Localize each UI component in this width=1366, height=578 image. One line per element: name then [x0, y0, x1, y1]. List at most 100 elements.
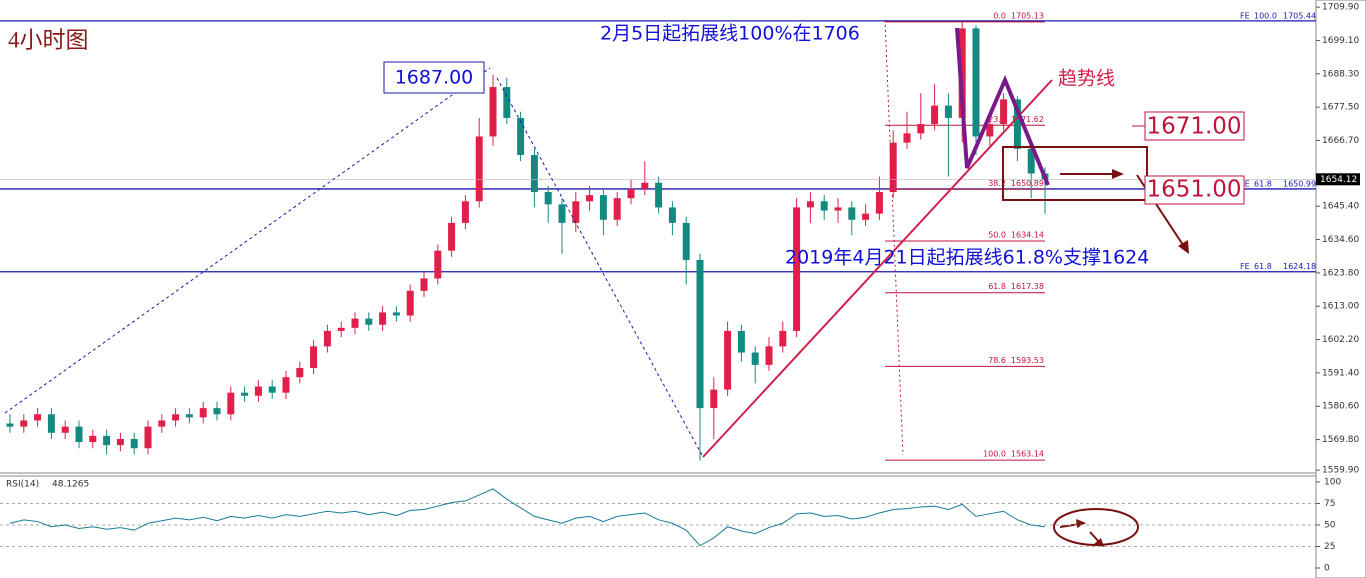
- arrow-head: [1178, 240, 1189, 254]
- rsi-name: RSI(14): [6, 480, 39, 490]
- candle-body: [986, 124, 994, 137]
- rsi-line: [9, 488, 1046, 547]
- y-tick-label: 1613.00: [1322, 302, 1359, 312]
- rsi-current: 48.1265: [52, 480, 89, 490]
- candle-body: [337, 327, 345, 331]
- candle-body: [461, 201, 469, 223]
- candle-body: [199, 408, 207, 418]
- candle-body: [944, 105, 952, 118]
- candle-body: [268, 386, 276, 393]
- candle-body: [682, 222, 690, 260]
- candle-body: [848, 207, 856, 220]
- rsi-tick-label: 50: [1324, 521, 1336, 531]
- candle-body: [972, 28, 980, 137]
- candle-body: [627, 188, 635, 199]
- candle-body: [834, 207, 842, 211]
- candle-body: [75, 426, 83, 443]
- candle-body: [806, 201, 814, 208]
- pattern-line: [955, 27, 1050, 186]
- candle-body: [489, 87, 497, 137]
- fe-price: 1624.18: [1283, 262, 1316, 271]
- candle-body: [779, 330, 787, 347]
- candle-body: [379, 312, 387, 325]
- fe-prefix: FE: [1240, 262, 1250, 271]
- candle-body: [392, 312, 400, 316]
- highlight-ellipse: [1053, 508, 1139, 546]
- fib-level: 61.8: [988, 282, 1006, 291]
- rsi-tick-label: 75: [1324, 499, 1335, 509]
- candle-body: [931, 105, 939, 125]
- range-box: [1002, 146, 1148, 201]
- rsi-tick-label: 100: [1324, 478, 1341, 488]
- current-price-box: [1316, 173, 1360, 186]
- fib-level: 100.0: [983, 450, 1006, 459]
- candle-body: [434, 250, 442, 279]
- y-tick-label: 1580.60: [1322, 402, 1359, 412]
- label-box: [383, 61, 485, 94]
- candle-body: [282, 377, 290, 393]
- candle-body: [724, 330, 732, 390]
- candle-body: [130, 438, 138, 449]
- candle-body: [61, 426, 69, 433]
- drawings: 4小时图 1687.00 1671.00 1651.00 2月5日起拓展线100…: [4, 19, 1245, 547]
- trend-line: [702, 79, 1053, 458]
- target-label: 1671.00: [1146, 114, 1241, 140]
- rsi-panel: 100 75 50 25 0: [0, 478, 1341, 574]
- y-tick-label: 1634.60: [1322, 235, 1359, 245]
- candle-body: [323, 330, 331, 347]
- y-tick-label: 1677.50: [1322, 103, 1359, 113]
- candle-body: [558, 204, 566, 223]
- candle-body: [765, 346, 773, 365]
- candle-body: [351, 318, 359, 328]
- candle-body: [820, 201, 828, 211]
- candle-body: [406, 290, 414, 316]
- candle-body: [172, 414, 180, 421]
- candle-body: [751, 352, 759, 365]
- annotation: 2月5日起拓展线100%在1706: [600, 23, 860, 45]
- candle-body: [213, 408, 221, 415]
- fib-price: 1563.14: [1011, 450, 1044, 459]
- candle-body: [34, 414, 42, 421]
- fib-price: 1671.62: [1011, 115, 1044, 124]
- fib-price: 1705.13: [1011, 11, 1044, 20]
- candle-body: [793, 207, 801, 331]
- y-tick-label: 1623.80: [1322, 268, 1359, 278]
- candle-body: [103, 435, 111, 446]
- fib-level: 38.2: [988, 179, 1006, 188]
- current-price-label: 1654.12: [1320, 175, 1357, 185]
- candle-body: [420, 278, 428, 291]
- label-box: [1144, 111, 1245, 141]
- candle-body: [530, 154, 538, 193]
- price-axis-strip: [1315, 0, 1366, 578]
- candle-body: [655, 182, 663, 208]
- candle-body: [448, 222, 456, 251]
- arrow-head: [1094, 538, 1104, 547]
- candle-body: [144, 426, 152, 449]
- fe-prefix: FE: [1240, 179, 1250, 188]
- candle-body: [365, 318, 373, 325]
- fe-level: 100.0: [1254, 11, 1277, 20]
- candle-body: [1000, 99, 1008, 125]
- candle-body: [158, 420, 166, 427]
- candle-body: [889, 142, 897, 193]
- candle-body: [641, 182, 649, 189]
- candle-body: [185, 414, 193, 418]
- candle-body: [1013, 99, 1021, 149]
- candle-body: [241, 392, 249, 396]
- y-tick-label: 1709.90: [1322, 3, 1359, 13]
- fib-level: 50.0: [988, 230, 1006, 239]
- arrow-head: [1112, 169, 1124, 179]
- candle-body: [503, 87, 511, 118]
- annotation: 2019年4月21日起拓展线61.8%支撑1624: [785, 247, 1149, 269]
- candle-body: [20, 420, 28, 427]
- fib-level: 23.6: [988, 115, 1006, 124]
- arrow-head: [1076, 519, 1086, 528]
- candle-body: [1027, 148, 1035, 174]
- candle-body: [296, 367, 304, 378]
- target-label: 1651.00: [1146, 177, 1241, 203]
- candle-body: [517, 117, 525, 155]
- rsi-tick-label: 25: [1324, 542, 1335, 552]
- chart-title: 4小时图: [8, 27, 89, 52]
- y-tick-label: 1569.80: [1322, 435, 1359, 445]
